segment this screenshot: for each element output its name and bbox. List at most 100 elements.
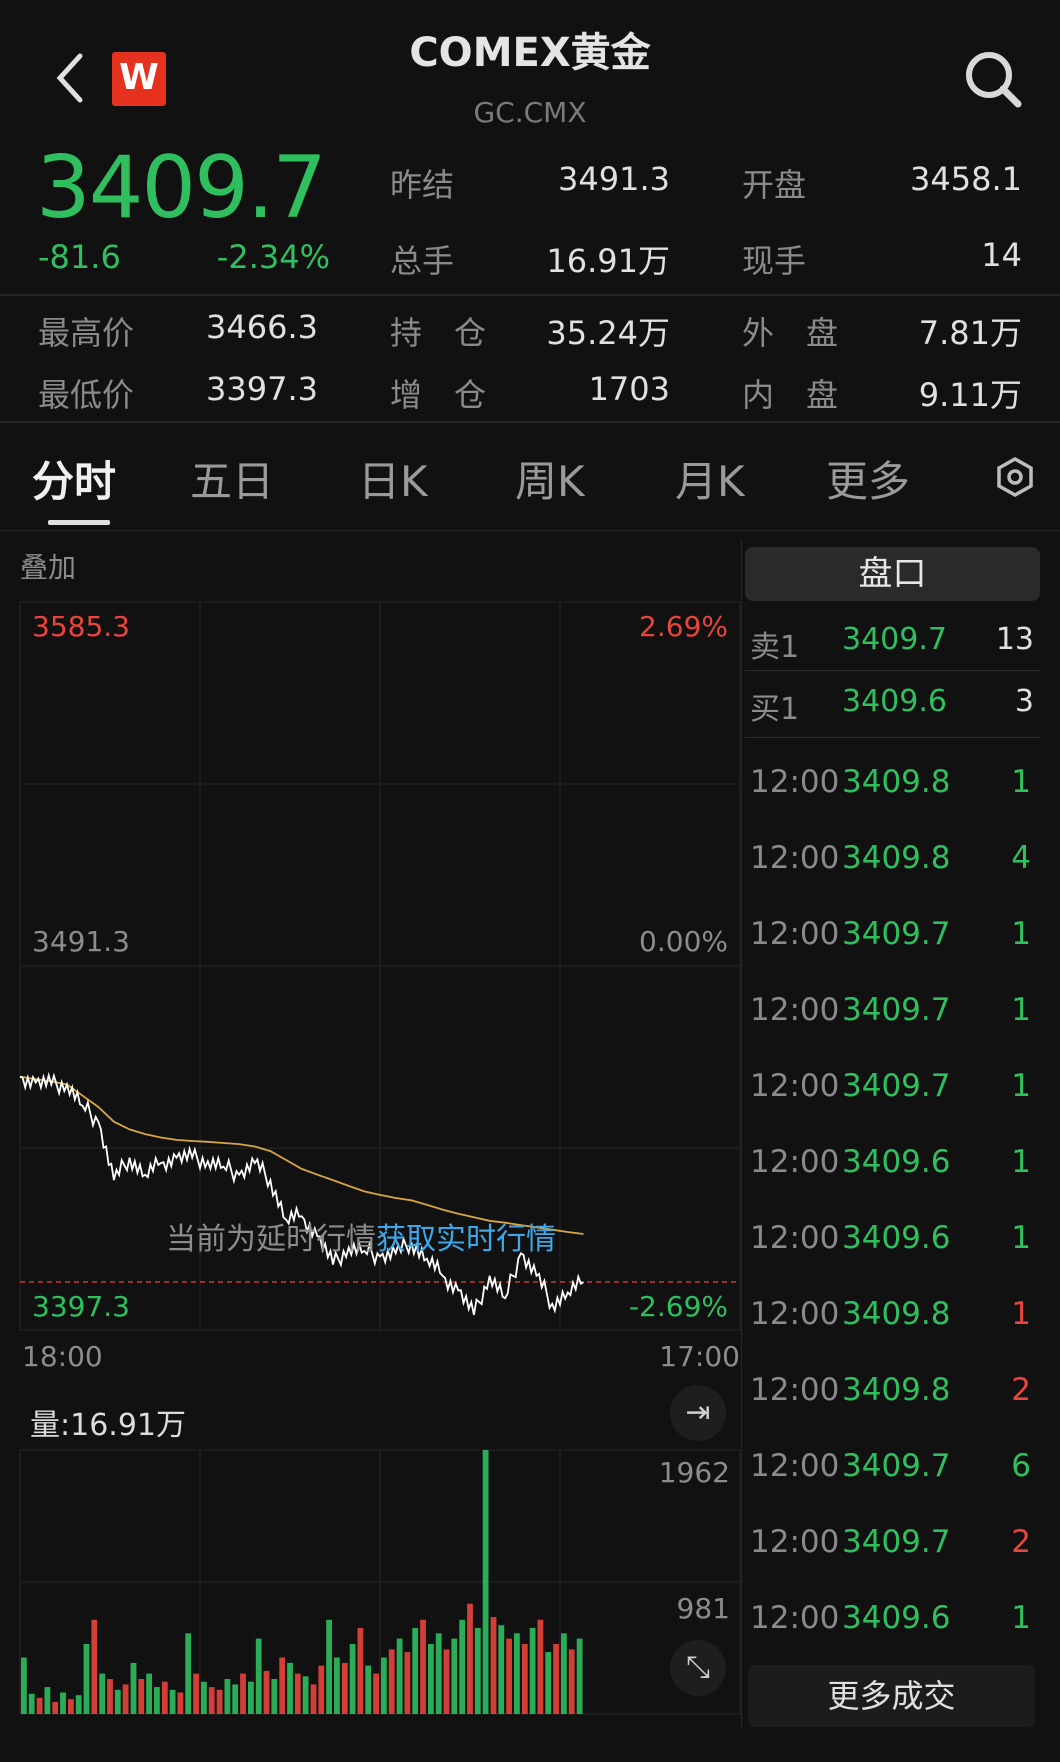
volume-bar — [318, 1665, 325, 1714]
page-title: COMEX黄金 — [409, 30, 651, 76]
last-price: 3409.7 — [36, 138, 327, 238]
tab-2[interactable]: 日K — [358, 457, 428, 506]
arrow-right-to-bar-icon: ⇥ — [685, 1395, 711, 1430]
volume-bar — [21, 1657, 27, 1714]
trade-price: 3409.7 — [842, 1524, 951, 1560]
volume-bar — [467, 1603, 473, 1714]
trade-time: 12:00 — [750, 1296, 840, 1332]
volume-bar — [412, 1627, 419, 1714]
axis-mid-pct: 0.00% — [639, 925, 728, 958]
overlay-button[interactable]: 叠加 — [20, 551, 77, 584]
axis-start-time: 18:00 — [22, 1340, 103, 1373]
tab-3[interactable]: 周K — [515, 457, 585, 506]
stat-value: 14 — [981, 236, 1022, 274]
intraday-price-chart[interactable] — [0, 0, 745, 1400]
settings-icon — [997, 456, 1033, 498]
stat-value: 3458.1 — [910, 160, 1022, 198]
divider — [0, 530, 1060, 531]
stat-value: 3397.3 — [206, 370, 318, 408]
trade-qty: 1 — [1011, 992, 1031, 1028]
search-button[interactable] — [962, 48, 1024, 110]
volume-bar — [545, 1652, 552, 1714]
symbol-code: GC.CMX — [473, 96, 587, 129]
tab-0[interactable]: 分时 — [32, 457, 117, 506]
realtime-quote-link[interactable]: 获取实时行情 — [376, 1222, 556, 1257]
volume-bar — [91, 1619, 98, 1714]
stat-label: 现手 — [742, 242, 807, 280]
trade-price: 3409.8 — [842, 1372, 951, 1408]
volume-bar — [474, 1627, 481, 1714]
ask-price: 3409.7 — [842, 622, 947, 657]
divider — [0, 421, 1060, 423]
volume-bar — [529, 1627, 536, 1714]
volume-bar — [138, 1679, 145, 1714]
trade-price: 3409.6 — [842, 1144, 951, 1180]
stat-value: 3491.3 — [558, 160, 670, 198]
stat-value: 3466.3 — [206, 308, 318, 346]
trade-time: 12:00 — [750, 992, 840, 1028]
volume-bar — [365, 1665, 372, 1714]
volume-chart — [19, 1449, 741, 1715]
trade-price: 3409.8 — [842, 764, 951, 800]
price-line — [19, 1071, 584, 1316]
trade-row: 12:00 3409.7 2 — [748, 1524, 1035, 1564]
stat-label: 持 仓 — [390, 314, 487, 352]
volume-bar — [349, 1644, 356, 1714]
volume-bar — [553, 1644, 559, 1714]
order-book-tab[interactable]: 盘口 — [745, 547, 1040, 601]
volume-bar — [75, 1695, 82, 1714]
stat-label: 增 仓 — [390, 376, 487, 414]
active-tab-indicator — [48, 520, 110, 525]
tab-1[interactable]: 五日 — [190, 457, 275, 506]
more-trades-button[interactable]: 更多成交 — [748, 1665, 1035, 1727]
volume-bar — [576, 1638, 583, 1714]
volume-bar — [357, 1627, 364, 1714]
volume-bar — [208, 1687, 215, 1714]
app-logo: W — [112, 52, 166, 106]
volume-bar — [310, 1684, 317, 1714]
stat-value: 35.24万 — [546, 314, 670, 352]
volume-bar — [271, 1679, 278, 1714]
volume-bar — [428, 1644, 434, 1714]
back-button[interactable] — [50, 50, 90, 106]
volume-bar — [177, 1692, 184, 1714]
panel-divider — [741, 540, 742, 1730]
trade-row: 12:00 3409.6 1 — [748, 1600, 1035, 1640]
trade-time: 12:00 — [750, 916, 840, 952]
collapse-panel-button[interactable]: ⇥ — [670, 1385, 726, 1441]
divider — [745, 737, 1040, 738]
trade-qty: 1 — [1011, 764, 1031, 800]
volume-bar — [490, 1617, 497, 1714]
volume-bar — [154, 1687, 160, 1714]
volume-bar — [122, 1684, 129, 1714]
axis-end-time: 17:00 — [659, 1340, 740, 1373]
axis-bottom-price: 3397.3 — [32, 1290, 130, 1323]
volume-bar — [420, 1619, 426, 1714]
trade-row: 12:00 3409.6 1 — [748, 1220, 1035, 1260]
price-change-pct: -2.34% — [216, 238, 330, 276]
divider — [0, 294, 1060, 296]
chart-settings-button[interactable] — [994, 456, 1036, 498]
volume-bar — [263, 1670, 270, 1714]
volume-bar — [36, 1697, 43, 1714]
tab-4[interactable]: 月K — [675, 457, 745, 506]
trade-qty: 2 — [1011, 1372, 1031, 1408]
trade-qty: 1 — [1011, 1144, 1031, 1180]
trade-row: 12:00 3409.8 2 — [748, 1372, 1035, 1412]
tab-5[interactable]: 更多 — [826, 457, 911, 506]
trade-price: 3409.8 — [842, 840, 951, 876]
axis-top-pct: 2.69% — [639, 610, 728, 643]
trade-price: 3409.7 — [842, 916, 951, 952]
divider — [745, 670, 1040, 671]
trade-qty: 6 — [1011, 1448, 1031, 1484]
trade-row: 12:00 3409.7 1 — [748, 916, 1035, 956]
ask-qty: 13 — [995, 622, 1034, 657]
stat-label: 昨结 — [390, 166, 455, 204]
fullscreen-button[interactable]: ⤡ — [670, 1640, 726, 1696]
trade-price: 3409.6 — [842, 1600, 951, 1636]
search-icon — [966, 52, 1022, 108]
volume-bar — [130, 1662, 137, 1714]
volume-bar — [224, 1679, 231, 1714]
bid-label: 买1 — [750, 692, 800, 727]
volume-bar — [279, 1657, 286, 1714]
